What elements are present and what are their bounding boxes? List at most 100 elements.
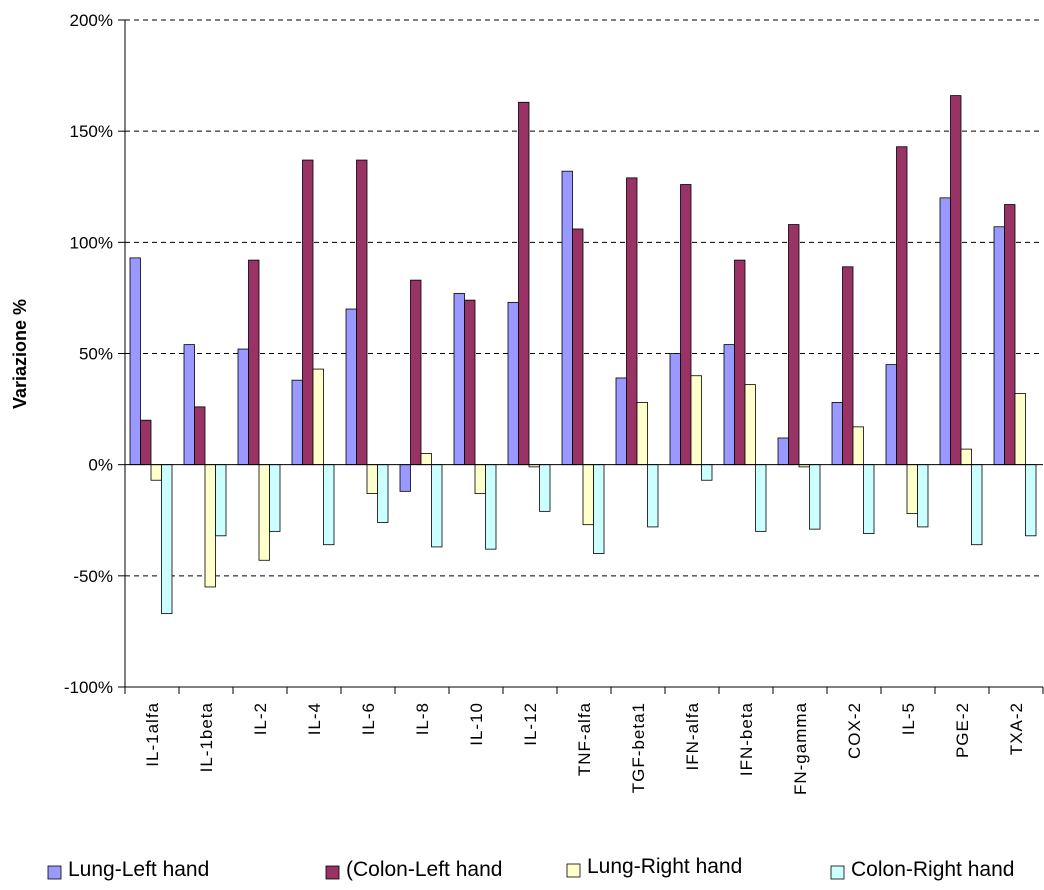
y-tick-label: 0% (88, 456, 113, 475)
legend-label: Colon-Right hand (851, 858, 1014, 881)
bar (971, 464, 983, 546)
bar (669, 353, 681, 466)
bar (215, 464, 227, 537)
x-tick-label: TNF-alfa (575, 702, 594, 776)
bars (129, 95, 1037, 615)
legend-swatch (325, 865, 340, 880)
x-tick-label: IL-12 (521, 702, 540, 746)
bar (345, 308, 357, 466)
bar (777, 437, 789, 466)
bar (507, 301, 519, 466)
y-tick-label: -100% (64, 678, 113, 697)
bar (291, 379, 303, 466)
bar (518, 101, 530, 466)
bar (1004, 204, 1016, 466)
bar (809, 464, 821, 530)
bar (896, 146, 908, 466)
bar (474, 464, 486, 494)
bar (636, 402, 648, 466)
bar (204, 464, 216, 588)
y-tick-label: 150% (70, 122, 113, 141)
legend-swatch (47, 865, 62, 880)
legend-swatch (566, 863, 581, 878)
bar (863, 464, 875, 534)
bar (939, 197, 951, 466)
bar (993, 226, 1005, 466)
x-tick-label: FN-gamma (791, 702, 810, 795)
x-tick-label: PGE-2 (953, 702, 972, 758)
bar (464, 299, 476, 466)
bar (410, 279, 422, 466)
bar (831, 402, 843, 466)
bar (323, 464, 335, 546)
y-tick-label: 50% (79, 345, 113, 364)
bar (302, 159, 314, 466)
x-tick-label: IL-8 (413, 702, 432, 735)
bar (377, 464, 389, 523)
bar (140, 419, 152, 466)
bar (269, 464, 281, 532)
y-axis-label: Variazione % (10, 299, 30, 409)
bar (248, 259, 260, 466)
bar (852, 426, 864, 466)
bar (906, 464, 918, 514)
bar (582, 464, 594, 526)
bar (960, 448, 972, 466)
bar (539, 464, 551, 512)
bar (485, 464, 497, 550)
bar (734, 259, 746, 466)
bar (593, 464, 605, 554)
bar (237, 348, 249, 466)
bar (626, 177, 638, 466)
bar (561, 170, 573, 466)
x-tick-label: IL-4 (305, 702, 324, 735)
bar (1014, 393, 1026, 466)
bar (453, 293, 465, 466)
axes (118, 19, 1044, 694)
legend-item: Lung-Right hand (566, 855, 742, 878)
legend-label: Lung-Left hand (68, 858, 209, 881)
bar (885, 364, 897, 466)
bar (356, 159, 368, 466)
legend-item: (Colon-Left hand (325, 858, 502, 881)
bar (129, 257, 141, 466)
y-tick-label: -50% (73, 567, 113, 586)
legend-label: (Colon-Left hand (346, 858, 502, 881)
bar (366, 464, 378, 494)
legend: Lung-Left hand (Colon-Left hand Lung-Right… (47, 855, 1014, 881)
bar (194, 406, 206, 466)
x-tick-label: IFN-alfa (683, 702, 702, 770)
x-tick-label: IL-6 (359, 702, 378, 735)
bar (647, 464, 659, 528)
bar (744, 384, 756, 466)
bar (690, 375, 702, 466)
bar (183, 344, 195, 466)
x-tick-label: IFN-beta (737, 702, 756, 776)
bar (755, 464, 767, 532)
legend-item: Lung-Left hand (47, 858, 209, 881)
x-tick-label: IL-2 (251, 702, 270, 735)
bar (1025, 464, 1037, 537)
bar (701, 464, 713, 481)
bar (399, 464, 411, 492)
x-tick-label: TGF-beta1 (629, 702, 648, 793)
legend-item: Colon-Right hand (830, 858, 1014, 881)
bar (950, 95, 962, 466)
bar (723, 344, 735, 466)
bar (431, 464, 443, 548)
bar (680, 184, 692, 466)
bar (615, 377, 627, 466)
bar (161, 464, 173, 615)
legend-label: Lung-Right hand (587, 855, 742, 878)
bar (420, 453, 432, 466)
bar (150, 464, 162, 481)
x-tick-label: COX-2 (845, 702, 864, 759)
y-tick-label: 200% (70, 11, 113, 30)
x-tick-label: IL-10 (467, 702, 486, 746)
bar (788, 224, 800, 466)
x-tick-label: IL-1beta (197, 702, 216, 772)
bar (842, 266, 854, 466)
y-tick-label: 100% (70, 233, 113, 252)
